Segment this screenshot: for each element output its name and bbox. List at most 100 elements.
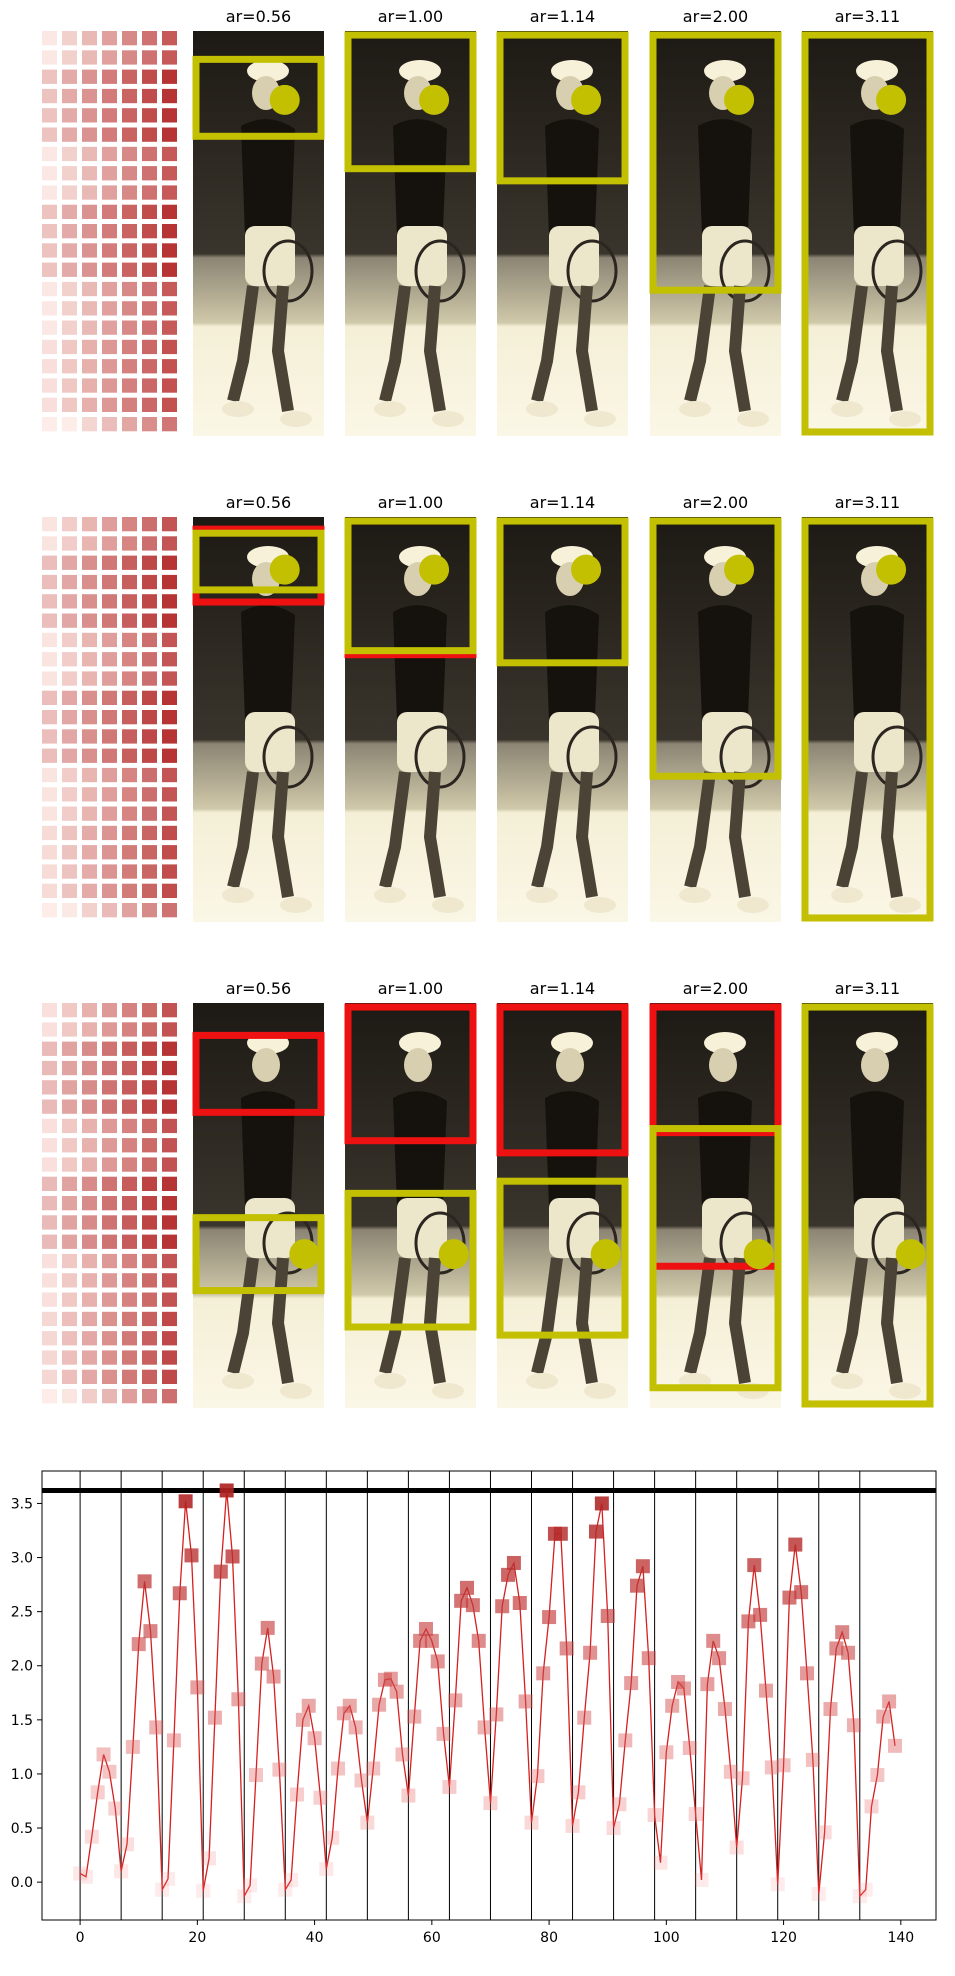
- heatmap-cell: [62, 417, 77, 432]
- y-tick-label: 3.5: [11, 1496, 33, 1512]
- shirt: [698, 119, 752, 236]
- data-marker: [336, 1706, 351, 1721]
- heatmap-cell: [122, 127, 137, 142]
- heatmap-cell: [142, 671, 157, 686]
- left-leg: [684, 285, 716, 403]
- data-marker: [413, 1633, 428, 1648]
- heatmap-cell: [162, 1350, 177, 1365]
- heatmap-cell: [122, 1350, 137, 1365]
- heatmap-cell: [82, 787, 97, 802]
- data-marker: [483, 1796, 498, 1811]
- heatmap-cell: [62, 1273, 77, 1288]
- heatmap-cell: [102, 574, 117, 590]
- heatmap-cell: [82, 1215, 97, 1230]
- heatmap-cell: [102, 864, 117, 879]
- heatmap-cell: [62, 1041, 77, 1056]
- shirt: [850, 1091, 904, 1208]
- heatmap-cell: [122, 88, 137, 104]
- panel-title: ar=1.14: [530, 493, 595, 512]
- right-leg: [880, 771, 903, 898]
- left-leg: [684, 771, 716, 889]
- heatmap-cell: [42, 224, 57, 239]
- heatmap-cell: [102, 397, 117, 412]
- heatmap-cell: [62, 320, 77, 335]
- data-marker: [155, 1882, 170, 1897]
- data-marker: [800, 1666, 815, 1681]
- panel: ar=2.00: [650, 493, 781, 922]
- heatmap-cell: [62, 339, 77, 355]
- panel-row: ar=0.56 ar=1.00 ar=1.14 ar=2.00 ar=3.11: [42, 979, 934, 1408]
- data-marker: [166, 1733, 181, 1748]
- data-marker: [284, 1872, 299, 1887]
- panel-title: ar=2.00: [683, 493, 748, 512]
- heatmap-cell: [62, 262, 77, 277]
- heatmap-cell: [122, 339, 137, 355]
- heatmap-cell: [162, 864, 177, 879]
- heatmap-cell: [122, 536, 137, 551]
- heatmap-cell: [82, 903, 97, 918]
- cap: [399, 60, 441, 82]
- heatmap-cell: [142, 613, 157, 628]
- heatmap-cell: [142, 243, 157, 258]
- highlight-box: [192, 55, 325, 140]
- left-leg: [836, 1257, 868, 1375]
- heatmap-cell: [142, 1196, 157, 1211]
- focus-dot: [743, 1239, 774, 1270]
- heatmap-cell: [142, 632, 157, 648]
- panel-title: ar=0.56: [226, 979, 291, 998]
- x-tick-label: 40: [306, 1930, 324, 1946]
- x-tick-label: 60: [423, 1930, 441, 1946]
- heatmap-cell: [42, 339, 57, 355]
- heatmap-cell: [42, 1176, 57, 1191]
- heatmap-cell: [122, 517, 137, 532]
- racket: [414, 725, 466, 789]
- heatmap-cell: [122, 671, 137, 686]
- heatmap-cell: [122, 690, 137, 705]
- heatmap-cell: [102, 1311, 117, 1327]
- heatmap-cell: [122, 1118, 137, 1134]
- right-shoe: [737, 411, 769, 427]
- heatmap-cell: [162, 729, 177, 744]
- heatmap-cell: [82, 397, 97, 412]
- heatmap-cell: [142, 339, 157, 355]
- right-leg: [423, 1257, 446, 1384]
- heatmap-cell: [102, 806, 117, 821]
- heatmap-cell: [62, 108, 77, 123]
- panel-title: ar=0.56: [226, 7, 291, 26]
- data-marker: [366, 1761, 381, 1776]
- data-marker: [96, 1747, 111, 1762]
- highlight-box: [649, 31, 782, 294]
- heatmap-cell: [42, 1331, 57, 1346]
- focus-dot: [724, 554, 755, 585]
- data-marker: [495, 1599, 510, 1614]
- heatmap-cell: [62, 397, 77, 412]
- heatmap-cell: [122, 146, 137, 162]
- heatmap-cell: [42, 397, 57, 412]
- heatmap-cell: [42, 262, 57, 277]
- heatmap-cell: [142, 1022, 157, 1037]
- heatmap-cell: [102, 729, 117, 744]
- heatmap-cell: [142, 281, 157, 297]
- data-marker: [753, 1607, 768, 1622]
- heatmap-cell: [82, 690, 97, 705]
- data-marker: [307, 1731, 322, 1746]
- heatmap-cell: [82, 301, 97, 316]
- heatmap-cell: [122, 417, 137, 432]
- data-marker: [524, 1815, 539, 1830]
- data-marker: [676, 1681, 691, 1696]
- data-marker: [741, 1614, 756, 1629]
- panel: ar=1.00: [345, 493, 476, 922]
- heatmap-cell: [102, 31, 117, 46]
- heatmap-cell: [102, 883, 117, 898]
- heatmap-cell: [142, 1080, 157, 1095]
- data-marker: [624, 1676, 639, 1691]
- heatmap-cell: [142, 1176, 157, 1191]
- left-leg: [684, 1257, 716, 1375]
- focus-dot: [571, 554, 602, 585]
- heatmap-cell: [102, 1099, 117, 1114]
- heatmap-cell: [102, 281, 117, 297]
- heatmap-cell: [42, 1369, 57, 1384]
- heatmap-cell: [42, 613, 57, 628]
- data-marker: [102, 1764, 117, 1779]
- heatmap-cell: [122, 748, 137, 763]
